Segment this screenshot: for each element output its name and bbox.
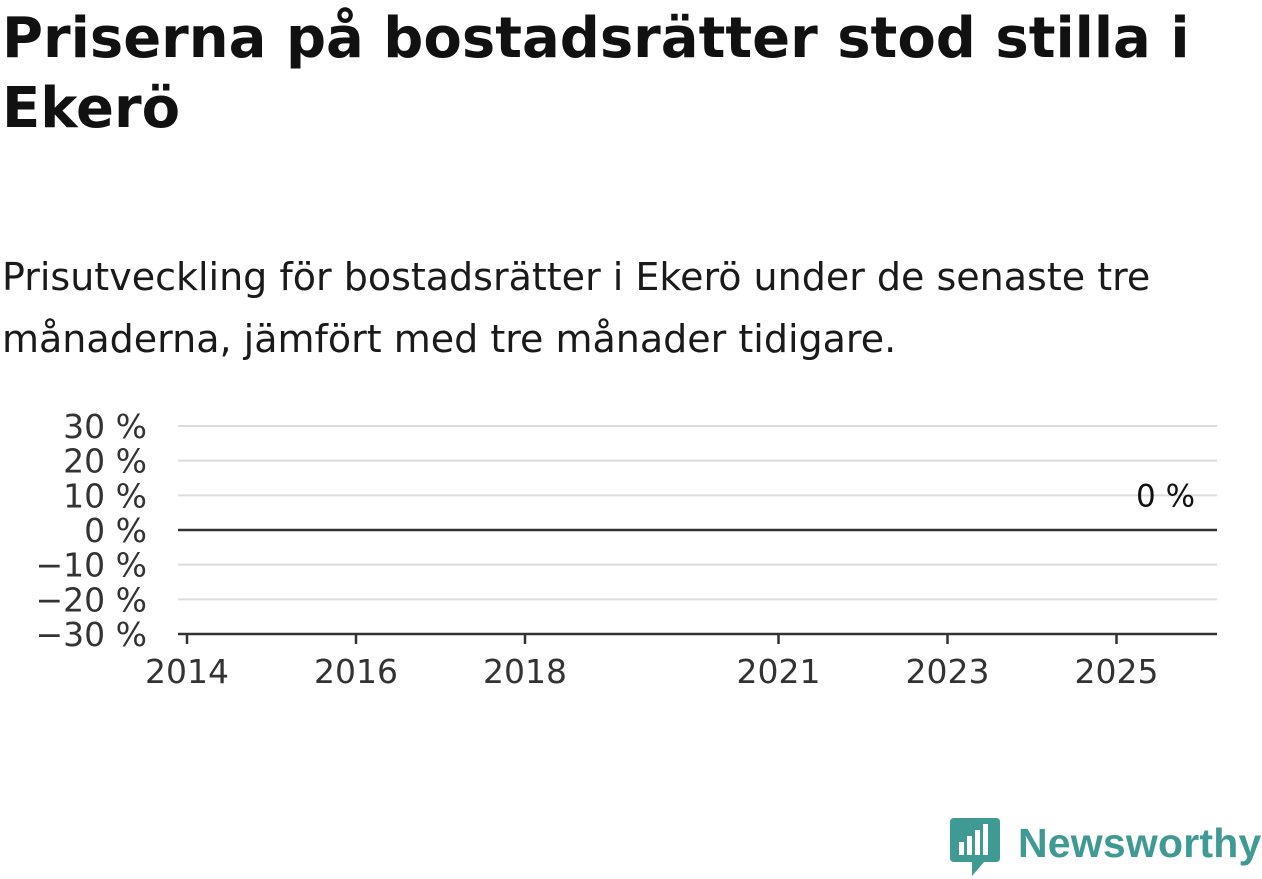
chart-subtitle: Prisutveckling för bostadsrätter i Ekerö… bbox=[2, 255, 1151, 361]
y-tick-label: 20 % bbox=[63, 442, 147, 481]
y-tick-label: −20 % bbox=[36, 580, 148, 619]
y-tick-label: 10 % bbox=[63, 476, 147, 515]
newsworthy-brand: Newsworthy bbox=[950, 818, 1262, 879]
brand-name: Newsworthy bbox=[1018, 820, 1262, 866]
x-axis: 2014 2016 2018 2021 2023 2025 bbox=[145, 632, 1217, 691]
bar-chart: 30 %20 %10 %0 %−10 %−20 %−30 % 2014 2016 2… bbox=[36, 407, 1217, 691]
end-label: 0 % bbox=[1136, 478, 1195, 514]
y-tick-label: 30 % bbox=[63, 407, 147, 446]
grid-lines bbox=[178, 425, 1217, 601]
newsworthy-logo-icon bbox=[950, 818, 1000, 876]
y-axis-tick-labels: 30 %20 %10 %0 %−10 %−20 %−30 % bbox=[36, 407, 148, 654]
x-tick-label: 2016 bbox=[314, 652, 398, 691]
x-tick-label: 2025 bbox=[1075, 652, 1159, 691]
y-tick-label: −10 % bbox=[36, 546, 148, 585]
x-tick-label: 2018 bbox=[483, 652, 567, 691]
x-tick-label: 2021 bbox=[737, 652, 821, 691]
y-tick-label: 0 % bbox=[84, 511, 147, 550]
x-tick-label: 2014 bbox=[145, 652, 229, 691]
x-tick-label: 2023 bbox=[906, 652, 990, 691]
chart-title: Priserna på bostadsrätter stod stilla i … bbox=[2, 6, 1190, 141]
y-tick-label: −30 % bbox=[36, 615, 148, 654]
